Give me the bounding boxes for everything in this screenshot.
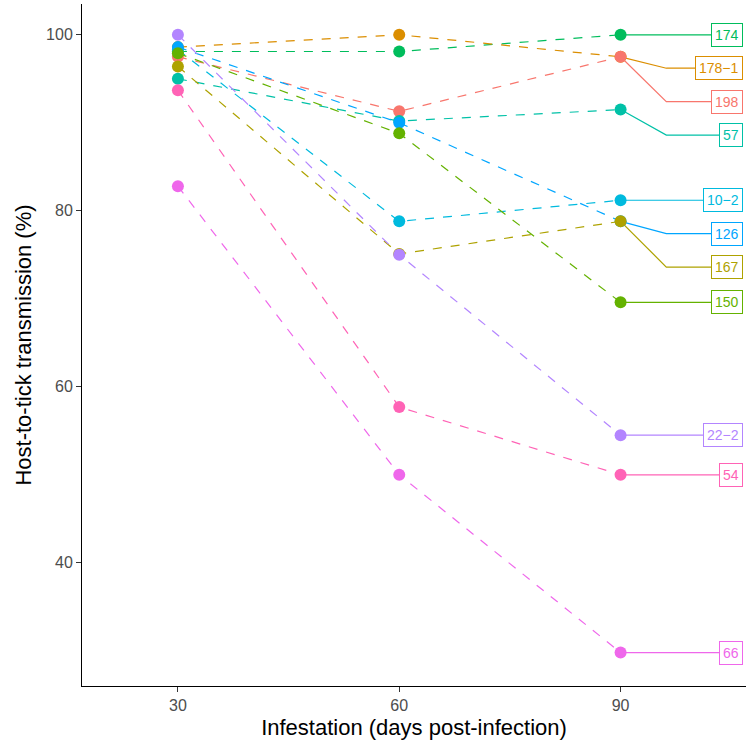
svg-text:54: 54 <box>723 467 739 483</box>
svg-text:90: 90 <box>612 697 630 714</box>
svg-text:60: 60 <box>390 697 408 714</box>
svg-text:10−2: 10−2 <box>707 192 739 208</box>
svg-text:126: 126 <box>715 226 739 242</box>
svg-text:22−2: 22−2 <box>707 427 739 443</box>
svg-text:150: 150 <box>715 294 739 310</box>
svg-text:30: 30 <box>169 697 187 714</box>
svg-text:178−1: 178−1 <box>699 60 739 76</box>
svg-text:167: 167 <box>715 259 739 275</box>
svg-text:66: 66 <box>723 645 739 661</box>
svg-text:Infestation (days post-infecti: Infestation (days post-infection) <box>261 715 567 740</box>
svg-text:40: 40 <box>55 554 73 571</box>
svg-text:80: 80 <box>55 202 73 219</box>
svg-text:Host-to-tick transmission (%): Host-to-tick transmission (%) <box>11 204 36 485</box>
svg-text:174: 174 <box>715 27 739 43</box>
svg-text:198: 198 <box>715 94 739 110</box>
svg-text:57: 57 <box>723 127 739 143</box>
svg-text:60: 60 <box>55 378 73 395</box>
svg-text:100: 100 <box>46 26 73 43</box>
